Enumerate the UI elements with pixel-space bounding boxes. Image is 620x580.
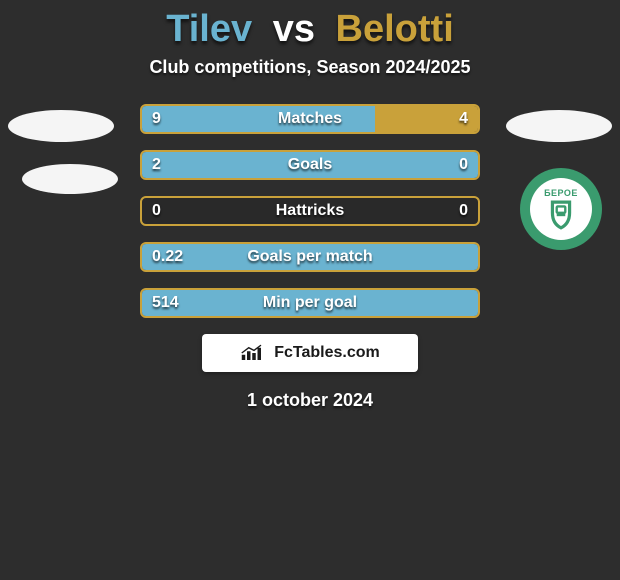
stat-value-right (458, 290, 478, 316)
date-label: 1 october 2024 (0, 390, 620, 411)
stat-label: Min per goal (142, 290, 478, 316)
stat-value-left: 0 (142, 198, 171, 224)
stat-row: Goals per match0.22 (140, 242, 480, 272)
player2-crest: БЕРОЕ (520, 168, 602, 250)
player2-crest-label: БЕРОЕ (544, 188, 578, 198)
chart-icon (240, 344, 268, 362)
stat-row: Min per goal514 (140, 288, 480, 318)
stat-row: Goals2 0 (140, 150, 480, 180)
player1-name: Tilev (166, 8, 252, 50)
player2-name: Belotti (336, 8, 454, 50)
player2-avatar-placeholder (506, 110, 612, 142)
subtitle: Club competitions, Season 2024/2025 (0, 57, 620, 78)
stat-value-right: 4 (449, 106, 478, 132)
stat-value-right (458, 244, 478, 270)
stat-label: Hattricks (142, 198, 478, 224)
stat-label: Matches (142, 106, 478, 132)
stat-value-left: 2 (142, 152, 171, 178)
brand-prefix: Fc (274, 344, 293, 361)
stat-row: Matches9 4 (140, 104, 480, 134)
shield-icon (548, 200, 574, 230)
vs-separator: vs (273, 8, 315, 50)
brand-suffix: Tables.com (293, 344, 380, 361)
stats-area: БЕРОЕ Matches94Goals20Hattricks00Goals p… (0, 104, 620, 318)
stat-bars: Matches94Goals20Hattricks00Goals per mat… (140, 104, 480, 318)
stat-value-right: 0 (449, 152, 478, 178)
branding-text: FcTables.com (274, 344, 380, 362)
stat-value-left: 9 (142, 106, 171, 132)
stat-label: Goals (142, 152, 478, 178)
stat-row: Hattricks0 0 (140, 196, 480, 226)
player2-crest-inner: БЕРОЕ (530, 178, 592, 240)
stat-value-right: 0 (449, 198, 478, 224)
comparison-title: Tilev vs Belotti (0, 0, 620, 51)
stat-value-left: 514 (142, 290, 189, 316)
stat-value-left: 0.22 (142, 244, 193, 270)
player1-crest-placeholder (22, 164, 118, 194)
branding-card: FcTables.com (202, 334, 418, 372)
player1-avatar-placeholder (8, 110, 114, 142)
